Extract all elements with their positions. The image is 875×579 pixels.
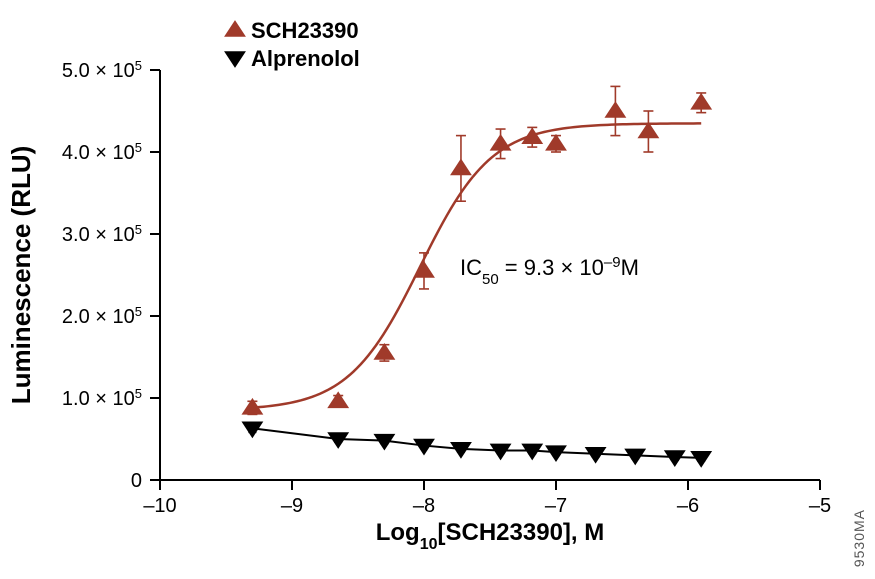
x-tick-label: –10 [143,495,176,517]
data-point [691,452,711,467]
y-tick-label: 5.0 × 105 [62,58,142,83]
chart-container: –10 –9 –8 –7 –6 –5 0 1.0 × 105 2.0 × 105 3.0 × 10… [0,0,875,579]
data-point [414,262,434,277]
x-tick-label: –6 [677,495,699,517]
y-axis-label: Luminescence (RLU) [6,146,36,405]
legend-marker-icon [225,52,245,67]
x-tick-label: –9 [281,495,303,517]
y-tick-label: 3.0 × 105 [62,222,142,247]
data-point [605,102,625,117]
legend-marker-icon [225,21,245,36]
y-tick-label: 4.0 × 105 [62,140,142,165]
ic50-annotation: IC50 = 9.3 × 10–9M [460,254,639,288]
data-point [665,451,685,466]
chart-svg: –10 –9 –8 –7 –6 –5 0 1.0 × 105 2.0 × 105 3.0 × 10… [0,0,875,579]
series-sch23390 [242,86,711,414]
data-point [586,447,606,462]
data-point [328,392,348,407]
data-point [491,135,511,150]
y-tick-label: 1.0 × 105 [62,386,142,411]
series-alprenolol [242,422,711,467]
data-point [491,444,511,459]
data-point [625,449,645,464]
legend-label: Alprenolol [251,46,360,71]
x-tick-label: –5 [809,495,831,517]
data-point [522,128,542,143]
data-point [451,159,471,174]
data-point [546,446,566,461]
figure-code-label: 9530MA [851,509,867,567]
data-point [328,433,348,448]
y-tick-label: 0 [131,470,142,492]
x-tick-label: –7 [545,495,567,517]
data-point [546,135,566,150]
legend-label: SCH23390 [251,18,359,43]
data-point [691,94,711,109]
data-point [374,344,394,359]
x-tick-label: –8 [413,495,435,517]
data-point [451,443,471,458]
x-axis-label: Log10[SCH23390], M [376,519,605,553]
y-tick-label: 2.0 × 105 [62,304,142,329]
